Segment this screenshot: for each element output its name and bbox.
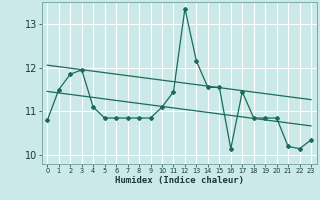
X-axis label: Humidex (Indice chaleur): Humidex (Indice chaleur): [115, 176, 244, 185]
